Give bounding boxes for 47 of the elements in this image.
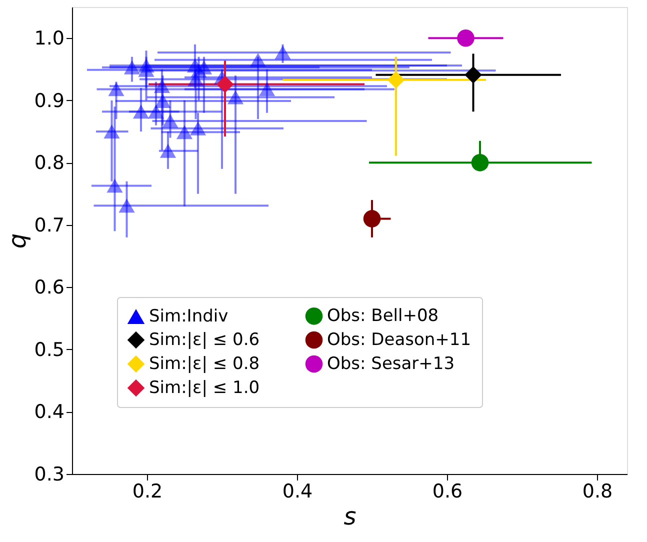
x-axis-title: s: [344, 502, 356, 530]
point: [138, 62, 154, 77]
point: [250, 52, 266, 67]
y-tick-label: 0.8: [34, 152, 64, 174]
point: [196, 60, 212, 74]
x-tick-label: 0.4: [282, 480, 313, 502]
point: [108, 82, 124, 96]
y-tick-label: 0.6: [34, 276, 64, 299]
y-tick-label: 1.0: [34, 28, 64, 50]
point: [216, 76, 234, 93]
point: [464, 66, 482, 84]
legend-label: Sim:|ε| ≤ 1.0: [149, 378, 260, 398]
point: [106, 178, 123, 193]
legend-label: Sim:|ε| ≤ 0.6: [149, 330, 260, 350]
x-tick-label: 0.8: [582, 480, 613, 502]
point: [190, 121, 206, 136]
point: [132, 104, 150, 119]
legend-label: Obs: Deason+11: [327, 330, 472, 350]
y-axis-title: q: [3, 233, 32, 249]
point: [104, 124, 120, 139]
point: [124, 60, 140, 74]
point: [118, 198, 135, 213]
point: [162, 114, 178, 128]
point: [387, 71, 405, 89]
point: [363, 210, 381, 228]
point: [471, 154, 489, 172]
y-tick-label: 0.4: [34, 401, 64, 424]
point: [160, 144, 176, 158]
point: [176, 125, 193, 140]
legend-label: Sim:Indiv: [149, 306, 228, 326]
y-tick-label: 0.9: [34, 90, 64, 112]
x-tick-label: 0.2: [132, 480, 163, 502]
point: [154, 94, 171, 108]
point: [148, 104, 164, 119]
y-tick-label: 0.3: [34, 464, 64, 486]
legend-label: Obs: Sesar+13: [327, 354, 455, 374]
x-tick-label: 0.6: [432, 480, 463, 502]
point: [227, 90, 244, 104]
point: [188, 72, 204, 86]
legend-label: Sim:|ε| ≤ 0.8: [149, 354, 260, 374]
point: [274, 45, 291, 60]
point: [258, 82, 276, 96]
legend-label: Obs: Bell+08: [327, 306, 439, 326]
point: [457, 29, 474, 47]
y-tick-label: 0.7: [34, 214, 64, 236]
point: [154, 79, 170, 94]
y-tick-label: 0.5: [34, 338, 64, 361]
